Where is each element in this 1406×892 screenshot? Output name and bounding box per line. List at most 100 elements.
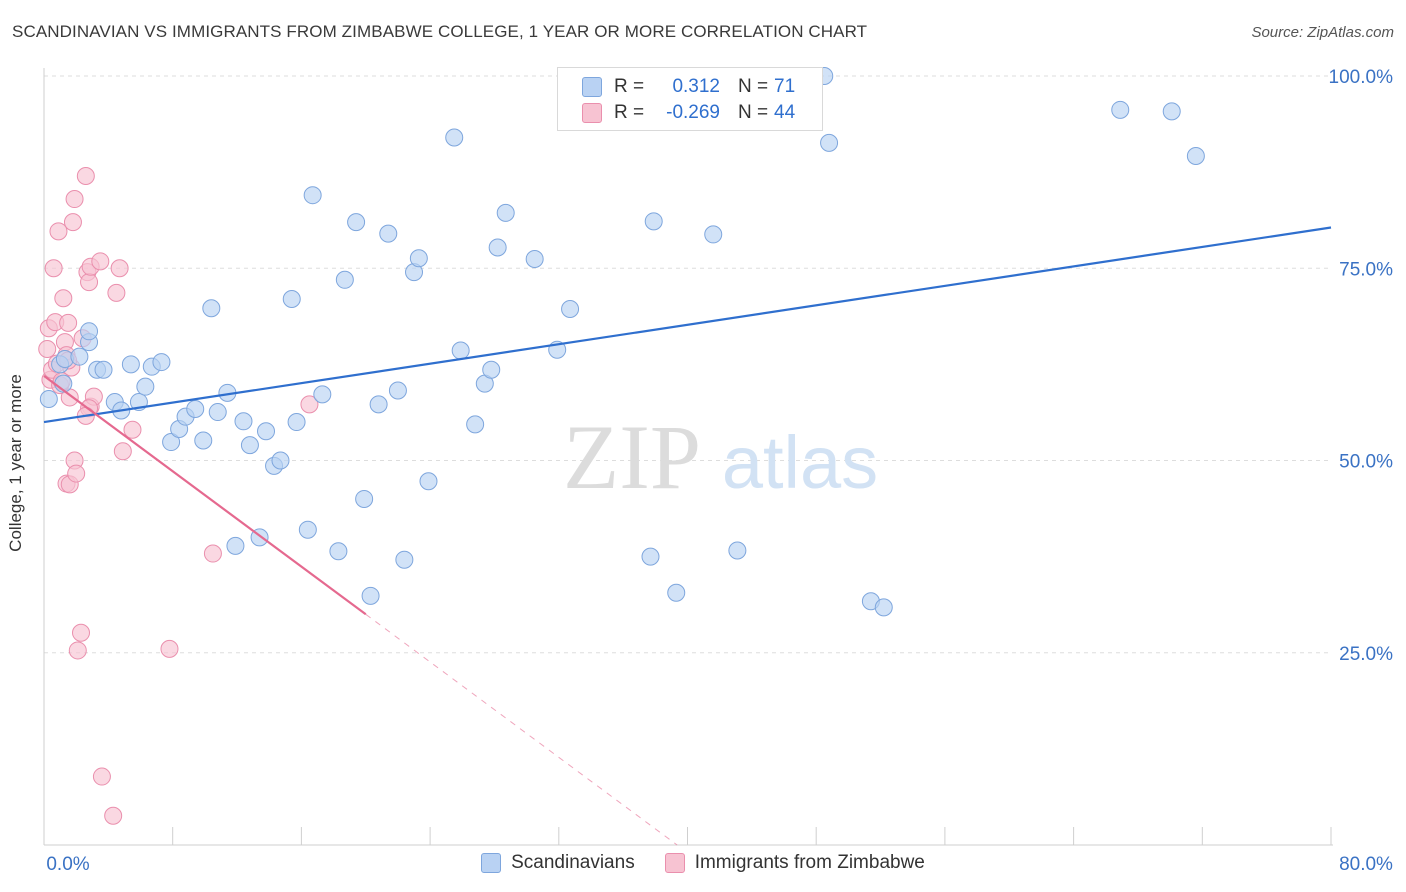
data-point-zimbabwe: [92, 767, 111, 786]
data-point-zimbabwe: [59, 313, 78, 332]
legend-row-zimbabwe: R = -0.269 N = 44: [582, 102, 795, 124]
series-scandinavians-points: [39, 67, 1205, 617]
trendline-zimbabwe: [43, 375, 367, 616]
data-point-zimbabwe: [67, 464, 86, 483]
series-legend-label: Scandinavians: [511, 852, 635, 873]
data-point-scandinavians: [70, 347, 89, 366]
data-point-scandinavians: [874, 598, 893, 617]
data-point-zimbabwe: [38, 339, 57, 358]
data-point-scandinavians: [347, 213, 366, 232]
series-swatch-pink: [664, 853, 685, 873]
chart-source: Source: ZipAtlas.com: [1251, 24, 1394, 41]
watermark-atlas: atlas: [722, 421, 878, 504]
data-point-zimbabwe: [300, 395, 319, 414]
data-point-scandinavians: [162, 433, 181, 452]
data-point-scandinavians: [121, 355, 140, 374]
data-point-scandinavians: [445, 128, 464, 147]
data-point-scandinavians: [202, 299, 221, 318]
data-point-scandinavians: [80, 322, 99, 341]
data-point-scandinavians: [234, 412, 253, 431]
data-point-zimbabwe: [65, 190, 84, 209]
legend-n-label: N =: [738, 102, 769, 123]
watermark-zip: ZIP: [563, 406, 701, 508]
data-point-scandinavians: [561, 300, 580, 319]
legend-n-value: 44: [774, 102, 796, 123]
data-point-scandinavians: [488, 238, 507, 257]
data-point-scandinavians: [136, 377, 155, 396]
data-point-scandinavians: [728, 541, 747, 560]
series-legend-zimbabwe: Immigrants from Zimbabwe: [664, 852, 925, 874]
data-point-zimbabwe: [63, 213, 82, 232]
data-point-scandinavians: [271, 451, 290, 470]
data-point-scandinavians: [525, 250, 544, 269]
trendline-zimbabwe-extension: [365, 613, 678, 846]
data-point-scandinavians: [482, 360, 501, 379]
data-point-scandinavians: [820, 133, 839, 152]
data-point-scandinavians: [395, 550, 414, 569]
data-point-scandinavians: [39, 389, 58, 408]
data-point-scandinavians: [466, 415, 485, 434]
data-point-scandinavians: [94, 360, 113, 379]
data-point-zimbabwe: [76, 166, 95, 185]
data-point-scandinavians: [240, 436, 259, 455]
data-point-scandinavians: [419, 472, 438, 491]
data-point-zimbabwe: [123, 420, 142, 439]
data-point-scandinavians: [704, 225, 723, 244]
data-point-scandinavians: [388, 381, 407, 400]
data-point-scandinavians: [667, 583, 686, 602]
data-point-scandinavians: [641, 547, 660, 566]
data-point-scandinavians: [298, 520, 317, 539]
y-tick-label: 75.0%: [1339, 259, 1393, 280]
data-point-zimbabwe: [110, 259, 129, 278]
data-point-scandinavians: [226, 536, 245, 555]
data-point-zimbabwe: [113, 442, 132, 461]
data-point-zimbabwe: [104, 806, 123, 825]
data-point-zimbabwe: [91, 252, 110, 271]
series-legend-scandinavians: Scandinavians: [481, 852, 635, 874]
y-tick-label: 25.0%: [1339, 644, 1393, 665]
legend-n-value: 71: [774, 76, 796, 97]
data-point-scandinavians: [303, 186, 322, 205]
legend-r-value: 0.312: [672, 76, 720, 97]
y-tick-labels: 25.0% 50.0% 75.0% 100.0%: [1329, 67, 1394, 665]
legend-r-label: R =: [614, 102, 645, 123]
data-point-scandinavians: [644, 212, 663, 231]
data-point-scandinavians: [186, 399, 205, 418]
x-tick-label-max: 80.0%: [1339, 854, 1393, 875]
legend-r-value: -0.269: [666, 102, 720, 123]
data-point-scandinavians: [355, 489, 374, 508]
data-point-scandinavians: [379, 224, 398, 243]
data-point-scandinavians: [194, 431, 213, 450]
data-point-scandinavians: [451, 341, 470, 360]
series-zimbabwe-points: [38, 166, 319, 825]
series-swatch-blue: [481, 853, 502, 873]
data-point-zimbabwe: [68, 641, 87, 660]
data-point-zimbabwe: [80, 273, 99, 292]
data-point-scandinavians: [361, 586, 380, 605]
x-tick-label-min: 0.0%: [46, 854, 89, 875]
stats-legend: R = 0.312 N = 71 R = -0.269 N = 44: [557, 67, 823, 131]
legend-n-label: N =: [738, 76, 769, 97]
chart-title: SCANDINAVIAN VS IMMIGRANTS FROM ZIMBABWE…: [12, 22, 868, 41]
data-point-scandinavians: [282, 290, 301, 309]
data-point-zimbabwe: [49, 222, 68, 241]
data-point-scandinavians: [1186, 146, 1205, 165]
y-axis-title: College, 1 year or more: [6, 374, 25, 552]
data-point-zimbabwe: [160, 639, 179, 658]
data-point-zimbabwe: [54, 289, 73, 308]
y-tick-label: 100.0%: [1329, 67, 1394, 88]
data-point-scandinavians: [208, 403, 227, 422]
data-point-scandinavians: [329, 542, 348, 561]
x-ticks: [172, 827, 1332, 845]
legend-swatch-blue: [582, 77, 602, 97]
data-point-zimbabwe: [44, 259, 63, 278]
data-point-scandinavians: [409, 249, 428, 268]
data-point-scandinavians: [257, 422, 276, 441]
data-point-scandinavians: [152, 353, 171, 372]
data-point-scandinavians: [1111, 100, 1130, 119]
trendlines: [43, 226, 1332, 846]
data-point-zimbabwe: [107, 283, 126, 302]
axes: [43, 68, 1333, 846]
watermark: ZIP atlas: [563, 406, 878, 508]
trendline-scandinavians: [43, 226, 1332, 424]
